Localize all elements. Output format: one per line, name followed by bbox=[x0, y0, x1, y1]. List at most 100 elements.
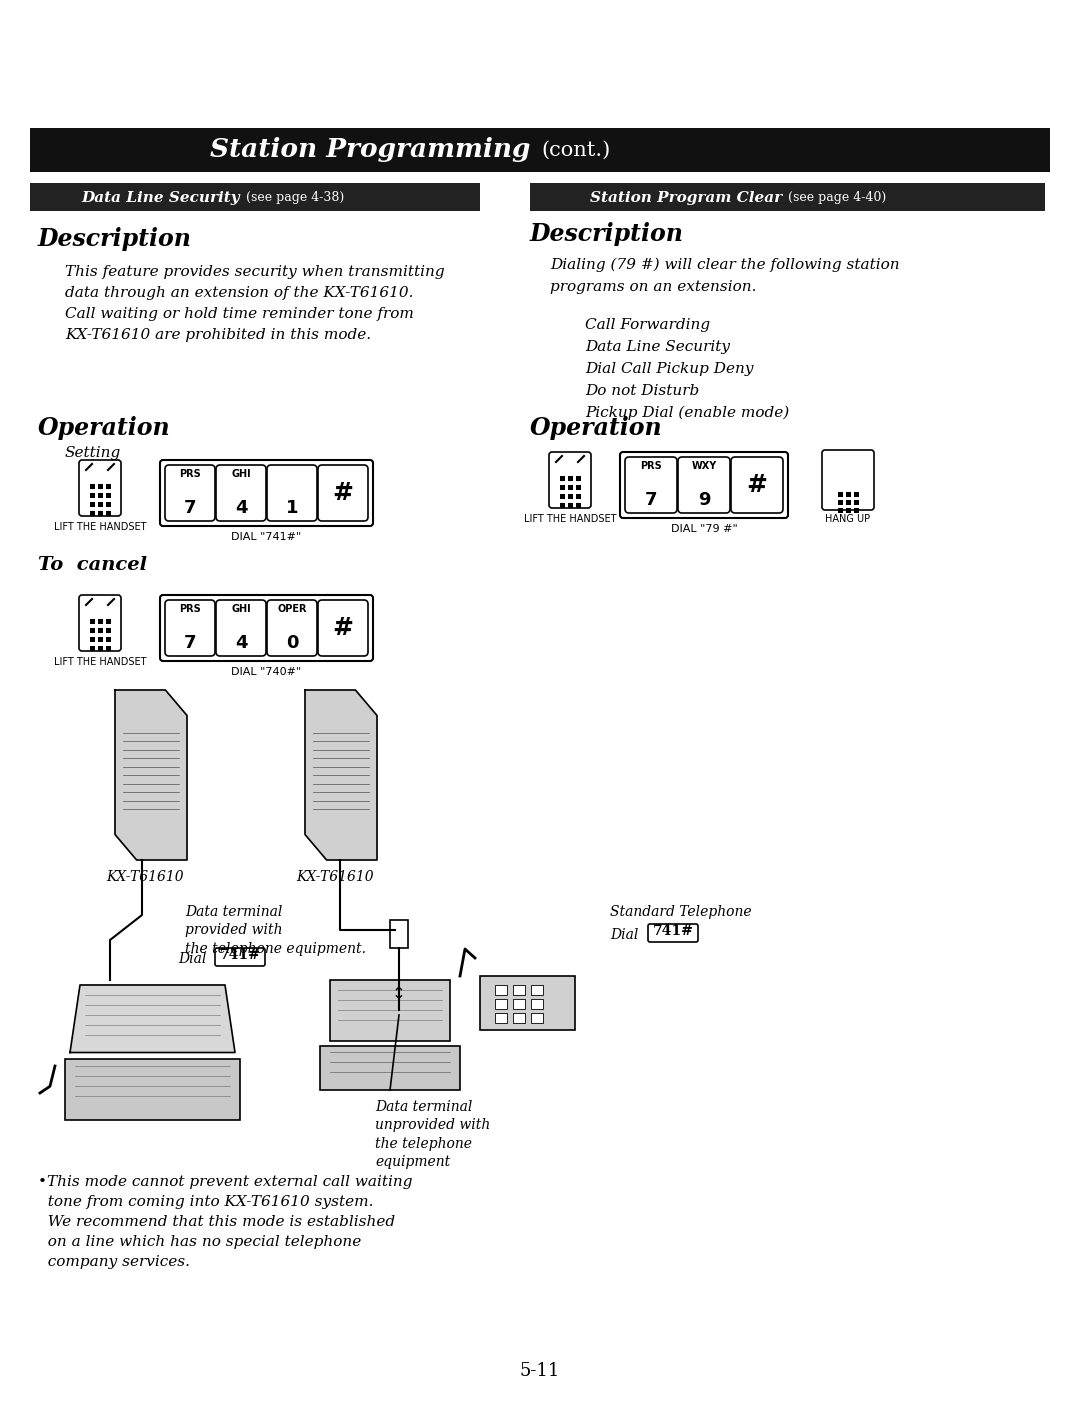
Bar bbox=[97, 484, 103, 488]
Bar bbox=[531, 986, 543, 995]
Polygon shape bbox=[70, 986, 235, 1052]
Bar bbox=[90, 492, 95, 498]
Bar bbox=[837, 508, 842, 512]
Bar bbox=[97, 646, 103, 650]
Bar bbox=[90, 502, 95, 506]
Text: KX-T61610: KX-T61610 bbox=[296, 870, 374, 884]
Text: 7: 7 bbox=[184, 634, 197, 651]
Text: 1: 1 bbox=[286, 499, 298, 517]
Bar bbox=[567, 485, 572, 489]
Text: OPER: OPER bbox=[278, 603, 307, 613]
Bar bbox=[106, 484, 110, 488]
FancyBboxPatch shape bbox=[79, 595, 121, 651]
Text: 7: 7 bbox=[184, 499, 197, 517]
Bar bbox=[106, 636, 110, 642]
Bar bbox=[90, 636, 95, 642]
Text: Operation: Operation bbox=[530, 416, 663, 440]
Text: (see page 4-40): (see page 4-40) bbox=[788, 192, 887, 204]
Text: #: # bbox=[333, 481, 353, 505]
Text: Dial: Dial bbox=[178, 952, 206, 966]
Bar bbox=[97, 627, 103, 633]
Text: Station Programming: Station Programming bbox=[211, 138, 540, 162]
Bar bbox=[90, 627, 95, 633]
Bar bbox=[495, 986, 507, 995]
Text: #: # bbox=[746, 472, 768, 496]
Text: 4: 4 bbox=[234, 634, 247, 651]
Text: 9: 9 bbox=[698, 491, 711, 509]
Bar bbox=[106, 510, 110, 516]
Bar bbox=[90, 646, 95, 650]
Bar bbox=[530, 183, 1045, 212]
Bar bbox=[90, 484, 95, 488]
Bar bbox=[567, 475, 572, 481]
Text: PRS: PRS bbox=[640, 461, 662, 471]
Text: Standard Telephone: Standard Telephone bbox=[610, 905, 752, 919]
FancyBboxPatch shape bbox=[731, 457, 783, 513]
Bar bbox=[90, 619, 95, 623]
Bar bbox=[30, 128, 1050, 172]
Bar bbox=[65, 1059, 240, 1120]
Bar bbox=[846, 499, 851, 505]
Text: KX-T61610: KX-T61610 bbox=[106, 870, 184, 884]
Bar bbox=[495, 1012, 507, 1024]
FancyBboxPatch shape bbox=[215, 948, 265, 966]
Bar bbox=[853, 492, 859, 496]
Text: (cont.): (cont.) bbox=[541, 141, 610, 159]
Bar bbox=[513, 1000, 525, 1010]
Text: WXY: WXY bbox=[691, 461, 717, 471]
Text: GHI: GHI bbox=[231, 603, 251, 613]
Bar bbox=[567, 493, 572, 499]
Polygon shape bbox=[836, 474, 860, 491]
Bar bbox=[90, 510, 95, 516]
FancyBboxPatch shape bbox=[648, 924, 698, 942]
FancyBboxPatch shape bbox=[267, 601, 318, 656]
FancyBboxPatch shape bbox=[267, 465, 318, 522]
Bar bbox=[97, 636, 103, 642]
FancyBboxPatch shape bbox=[318, 465, 368, 522]
Text: LIFT THE HANDSET: LIFT THE HANDSET bbox=[524, 515, 617, 525]
Text: PRS: PRS bbox=[179, 470, 201, 479]
FancyBboxPatch shape bbox=[678, 457, 730, 513]
Bar bbox=[320, 1046, 460, 1090]
Bar bbox=[97, 619, 103, 623]
Text: Do not Disturb: Do not Disturb bbox=[585, 384, 699, 398]
FancyBboxPatch shape bbox=[822, 450, 874, 510]
Text: Setting: Setting bbox=[65, 446, 121, 460]
Text: Dialing (79 #) will clear the following station
programs on an extension.: Dialing (79 #) will clear the following … bbox=[550, 258, 900, 293]
FancyBboxPatch shape bbox=[79, 460, 121, 516]
Polygon shape bbox=[305, 689, 377, 860]
Text: LIFT THE HANDSET: LIFT THE HANDSET bbox=[54, 522, 146, 532]
Bar bbox=[30, 183, 480, 212]
Text: (see page 4-38): (see page 4-38) bbox=[246, 192, 345, 204]
Text: 741#: 741# bbox=[652, 924, 693, 938]
Text: GHI: GHI bbox=[231, 470, 251, 479]
Bar bbox=[531, 1012, 543, 1024]
Bar bbox=[390, 919, 408, 948]
FancyBboxPatch shape bbox=[620, 453, 788, 517]
FancyBboxPatch shape bbox=[216, 601, 266, 656]
Polygon shape bbox=[114, 689, 187, 860]
Text: #: # bbox=[333, 616, 353, 640]
Bar bbox=[330, 980, 450, 1041]
Bar bbox=[513, 1012, 525, 1024]
FancyBboxPatch shape bbox=[165, 601, 215, 656]
FancyBboxPatch shape bbox=[549, 453, 591, 508]
Bar bbox=[106, 627, 110, 633]
Bar bbox=[576, 485, 581, 489]
Text: •This mode cannot prevent external call waiting
  tone from coming into KX-T6161: •This mode cannot prevent external call … bbox=[38, 1175, 413, 1269]
Text: Station Program Clear: Station Program Clear bbox=[590, 190, 787, 204]
Bar bbox=[559, 475, 565, 481]
Bar bbox=[559, 493, 565, 499]
Text: 5-11: 5-11 bbox=[519, 1362, 561, 1380]
Bar bbox=[559, 502, 565, 508]
Text: Dial Call Pickup Deny: Dial Call Pickup Deny bbox=[585, 362, 754, 376]
Text: ↕: ↕ bbox=[392, 986, 406, 1003]
FancyBboxPatch shape bbox=[216, 465, 266, 522]
Text: Dial: Dial bbox=[610, 928, 638, 942]
Bar bbox=[846, 492, 851, 496]
Text: To  cancel: To cancel bbox=[38, 556, 147, 574]
Bar bbox=[853, 508, 859, 512]
Text: 0: 0 bbox=[286, 634, 298, 651]
Bar bbox=[480, 976, 575, 1029]
Bar bbox=[576, 493, 581, 499]
